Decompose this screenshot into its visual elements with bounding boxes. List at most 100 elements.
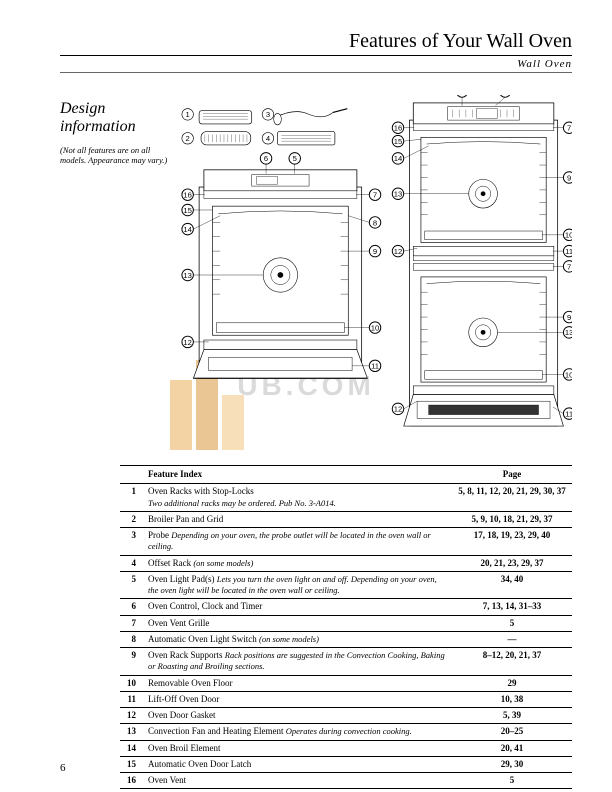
feature-name: Oven Racks with Stop-LocksTwo additional… — [144, 484, 452, 512]
feature-page: 7, 13, 14, 31–33 — [452, 599, 572, 615]
svg-text:10: 10 — [371, 323, 379, 332]
feature-page: 29, 30 — [452, 756, 572, 772]
svg-text:15: 15 — [394, 137, 402, 146]
svg-text:3: 3 — [266, 110, 270, 119]
svg-text:13: 13 — [565, 328, 572, 337]
table-row: 14Oven Broil Element20, 41 — [120, 740, 572, 756]
col-page: Page — [452, 466, 572, 484]
svg-text:5: 5 — [293, 154, 297, 163]
feature-number: 10 — [120, 675, 144, 691]
svg-text:6: 6 — [264, 154, 268, 163]
feature-name: Lift-Off Oven Door — [144, 691, 452, 707]
svg-text:11: 11 — [371, 362, 379, 371]
feature-page: 29 — [452, 675, 572, 691]
feature-page: 17, 18, 19, 23, 29, 40 — [452, 528, 572, 556]
feature-number: 8 — [120, 631, 144, 647]
feature-page: 5, 9, 10, 18, 21, 29, 37 — [452, 511, 572, 527]
feature-number: 1 — [120, 484, 144, 512]
feature-number: 15 — [120, 756, 144, 772]
feature-page: 5 — [452, 615, 572, 631]
feature-name: Broiler Pan and Grid — [144, 511, 452, 527]
page-subtitle: Wall Oven — [60, 58, 572, 70]
svg-text:15: 15 — [183, 206, 191, 215]
svg-text:7: 7 — [567, 124, 571, 133]
svg-text:9: 9 — [567, 313, 571, 322]
feature-page: 34, 40 — [452, 571, 572, 599]
feature-number: 2 — [120, 511, 144, 527]
svg-text:7: 7 — [567, 262, 571, 271]
table-row: 16Oven Vent5 — [120, 773, 572, 789]
svg-text:10: 10 — [565, 231, 572, 240]
svg-text:12: 12 — [394, 405, 402, 414]
feature-page: 20–25 — [452, 724, 572, 740]
svg-text:12: 12 — [183, 338, 191, 347]
svg-text:9: 9 — [567, 173, 571, 182]
feature-number: 7 — [120, 615, 144, 631]
feature-name: Automatic Oven Light Switch (on some mod… — [144, 631, 452, 647]
feature-page: 5, 8, 11, 12, 20, 21, 29, 30, 37 — [452, 484, 572, 512]
feature-name: Offset Rack (on some models) — [144, 555, 452, 571]
svg-text:2: 2 — [186, 134, 190, 143]
oven-diagrams: 1 2 3 — [180, 95, 572, 455]
table-row: 2Broiler Pan and Grid5, 9, 10, 18, 21, 2… — [120, 511, 572, 527]
svg-text:11: 11 — [565, 410, 572, 419]
page-number: 6 — [60, 762, 66, 774]
feature-name: Removable Oven Floor — [144, 675, 452, 691]
feature-number: 14 — [120, 740, 144, 756]
feature-page: 5 — [452, 773, 572, 789]
svg-text:13: 13 — [394, 190, 402, 199]
svg-text:16: 16 — [183, 191, 191, 200]
svg-text:8: 8 — [373, 218, 377, 227]
design-heading-1: Design — [60, 100, 105, 117]
feature-number: 6 — [120, 599, 144, 615]
feature-name: Oven Vent Grille — [144, 615, 452, 631]
feature-page: 20, 21, 23, 29, 37 — [452, 555, 572, 571]
feature-number: 3 — [120, 528, 144, 556]
svg-text:12: 12 — [394, 247, 402, 256]
table-row: 13Convection Fan and Heating Element Ope… — [120, 724, 572, 740]
feature-number: 12 — [120, 708, 144, 724]
feature-number: 9 — [120, 648, 144, 676]
table-row: 4Offset Rack (on some models)20, 21, 23,… — [120, 555, 572, 571]
feature-index-table: Feature Index Page 1Oven Racks with Stop… — [120, 465, 572, 789]
table-row: 12Oven Door Gasket5, 39 — [120, 708, 572, 724]
page-title: Features of Your Wall Oven — [60, 30, 572, 53]
feature-name: Convection Fan and Heating Element Opera… — [144, 724, 452, 740]
feature-name: Oven Control, Clock and Timer — [144, 599, 452, 615]
design-note: (Not all features are on all models. App… — [60, 145, 170, 165]
feature-name: Oven Door Gasket — [144, 708, 452, 724]
svg-text:6: 6 — [503, 95, 507, 96]
table-row: 5Oven Light Pad(s) Lets you turn the ove… — [120, 571, 572, 599]
table-row: 6Oven Control, Clock and Timer7, 13, 14,… — [120, 599, 572, 615]
svg-text:11: 11 — [565, 247, 572, 256]
table-row: 10Removable Oven Floor29 — [120, 675, 572, 691]
svg-text:14: 14 — [394, 154, 403, 163]
table-row: 3Probe Depending on your oven, the probe… — [120, 528, 572, 556]
feature-number: 11 — [120, 691, 144, 707]
feature-page: 8–12, 20, 21, 37 — [452, 648, 572, 676]
feature-name: Oven Rack Supports Rack positions are su… — [144, 648, 452, 676]
feature-number: 13 — [120, 724, 144, 740]
design-info-sidebar: Design information (Not all features are… — [60, 100, 170, 166]
svg-text:9: 9 — [373, 247, 377, 256]
svg-text:5: 5 — [460, 95, 464, 96]
table-row: 11Lift-Off Oven Door10, 38 — [120, 691, 572, 707]
feature-name: Automatic Oven Door Latch — [144, 756, 452, 772]
feature-name: Oven Light Pad(s) Lets you turn the oven… — [144, 571, 452, 599]
svg-text:13: 13 — [183, 271, 191, 280]
feature-number: 16 — [120, 773, 144, 789]
table-row: 1Oven Racks with Stop-LocksTwo additiona… — [120, 484, 572, 512]
table-row: 8Automatic Oven Light Switch (on some mo… — [120, 631, 572, 647]
feature-page: 20, 41 — [452, 740, 572, 756]
feature-name: Oven Vent — [144, 773, 452, 789]
feature-number: 4 — [120, 555, 144, 571]
feature-page: — — [452, 631, 572, 647]
table-row: 15Automatic Oven Door Latch29, 30 — [120, 756, 572, 772]
svg-text:1: 1 — [186, 110, 190, 119]
table-row: 9Oven Rack Supports Rack positions are s… — [120, 648, 572, 676]
svg-text:10: 10 — [565, 370, 572, 379]
col-feature: Feature Index — [144, 466, 452, 484]
feature-name: Oven Broil Element — [144, 740, 452, 756]
feature-number: 5 — [120, 571, 144, 599]
table-row: 7Oven Vent Grille5 — [120, 615, 572, 631]
